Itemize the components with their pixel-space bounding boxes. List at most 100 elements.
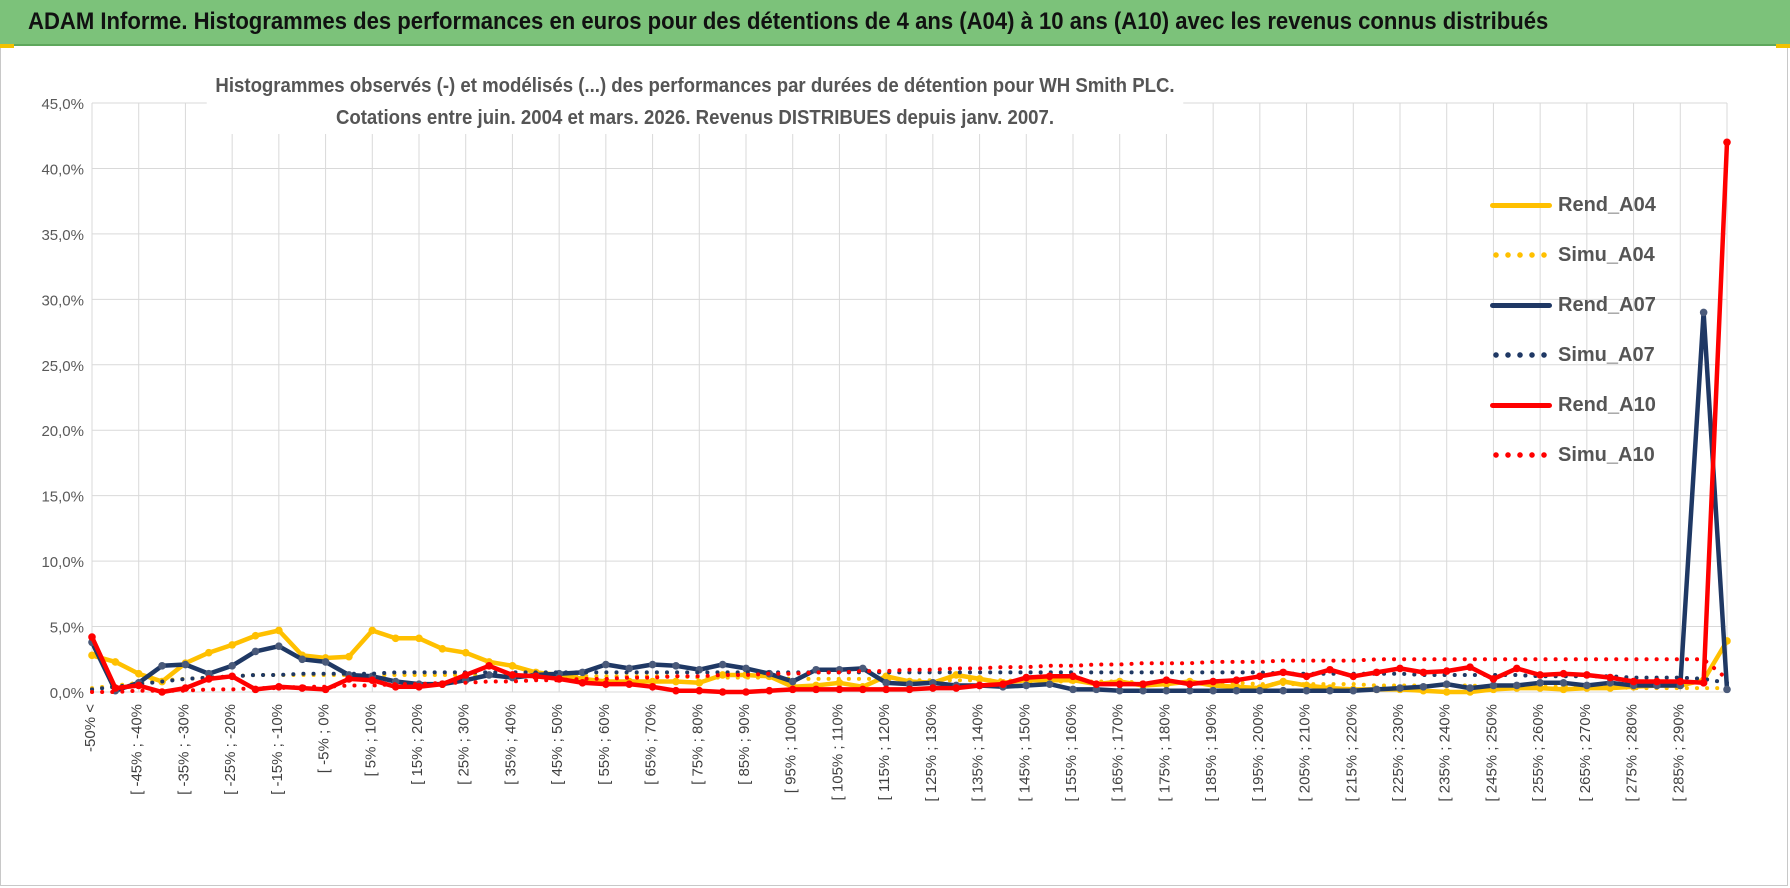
data-point bbox=[625, 680, 634, 688]
data-point bbox=[368, 676, 377, 685]
data-point bbox=[1442, 688, 1451, 696]
legend-item: Simu_A07 bbox=[1490, 330, 1656, 380]
series-line-simu-a10 bbox=[90, 657, 1729, 694]
data-point bbox=[88, 651, 96, 660]
data-point bbox=[1512, 681, 1521, 690]
data-point bbox=[695, 686, 704, 695]
data-point bbox=[812, 685, 820, 694]
data-point bbox=[1512, 664, 1521, 673]
x-tick-label: [ -45% ; -40% bbox=[129, 704, 146, 795]
x-tick-label: [ 275% ; 280% bbox=[1624, 704, 1641, 802]
data-point bbox=[1583, 671, 1591, 679]
data-point bbox=[531, 672, 540, 681]
legend-label: Rend_A10 bbox=[1558, 393, 1656, 416]
data-point bbox=[1442, 680, 1451, 688]
y-tick-label: 45,0% bbox=[41, 96, 84, 113]
x-tick-label: [ 5% ; 10% bbox=[362, 704, 379, 777]
data-point bbox=[1536, 679, 1544, 687]
data-point bbox=[485, 671, 493, 679]
data-point bbox=[1045, 672, 1054, 681]
data-point bbox=[275, 626, 283, 635]
chart-title: Histogrammes observés (-) et modélisés (… bbox=[215, 75, 1175, 97]
data-point bbox=[1559, 679, 1568, 687]
x-tick-label: [ 35% ; 40% bbox=[502, 704, 519, 785]
legend-item: Rend_A04 bbox=[1490, 180, 1656, 230]
x-tick-label: [ 105% ; 110% bbox=[829, 704, 846, 800]
x-tick-label: [ 45% ; 50% bbox=[549, 704, 566, 785]
legend-label: Rend_A07 bbox=[1558, 293, 1656, 316]
data-point bbox=[1536, 684, 1544, 692]
data-point bbox=[648, 682, 657, 691]
data-point bbox=[835, 679, 844, 687]
x-tick-label: [ 135% ; 140% bbox=[970, 704, 987, 802]
data-point bbox=[742, 664, 750, 673]
x-tick-label: [ 195% ; 200% bbox=[1250, 704, 1267, 802]
chart-subtitle: Cotations entre juin. 2004 et mars. 2026… bbox=[335, 107, 1055, 129]
x-tick-label: [ 225% ; 230% bbox=[1390, 704, 1407, 802]
data-point bbox=[228, 641, 236, 649]
data-point bbox=[1349, 686, 1358, 695]
data-point bbox=[1396, 684, 1404, 692]
data-point bbox=[368, 626, 377, 635]
data-point bbox=[1069, 685, 1077, 694]
x-tick-label: [ 65% ; 70% bbox=[643, 704, 660, 785]
data-point bbox=[158, 662, 166, 670]
data-point bbox=[858, 685, 867, 694]
data-point bbox=[1466, 663, 1474, 671]
data-point bbox=[251, 631, 260, 640]
data-point bbox=[1653, 677, 1661, 686]
data-point bbox=[1466, 684, 1474, 692]
x-tick-label: [ 245% ; 250% bbox=[1483, 704, 1500, 802]
x-tick-label: [ 115% ; 120% bbox=[876, 704, 893, 800]
data-point bbox=[578, 679, 587, 687]
data-point bbox=[1279, 686, 1288, 695]
x-tick-label: [ -35% ; -30% bbox=[175, 704, 192, 795]
x-tick-label: [ 15% ; 20% bbox=[409, 704, 426, 785]
data-point bbox=[672, 686, 680, 695]
data-point bbox=[275, 682, 283, 691]
legend-swatch-rend-a04 bbox=[1490, 202, 1552, 208]
data-point bbox=[461, 648, 470, 657]
data-point bbox=[438, 645, 447, 653]
legend-label: Simu_A04 bbox=[1558, 243, 1655, 266]
data-point bbox=[1232, 686, 1241, 695]
data-point bbox=[321, 658, 330, 666]
data-point bbox=[672, 662, 680, 670]
series-line-simu-a07 bbox=[90, 670, 1729, 692]
corner-mark-right bbox=[1776, 44, 1790, 48]
data-point bbox=[134, 669, 143, 678]
report-title: ADAM Informe. Histogrammes des performan… bbox=[28, 8, 1549, 35]
data-point bbox=[1606, 673, 1615, 682]
corner-mark-left bbox=[0, 44, 14, 48]
data-point bbox=[251, 647, 260, 656]
data-point bbox=[1022, 673, 1031, 682]
data-point bbox=[1699, 679, 1708, 687]
data-point bbox=[999, 680, 1007, 688]
x-tick-label: [ 155% ; 160% bbox=[1063, 704, 1080, 802]
x-tick-label: [ 205% ; 210% bbox=[1297, 704, 1314, 802]
data-point bbox=[1209, 686, 1217, 695]
x-tick-label: [ 265% ; 270% bbox=[1577, 704, 1594, 802]
data-point bbox=[415, 682, 423, 691]
data-point bbox=[625, 664, 634, 673]
x-tick-label: [ 145% ; 150% bbox=[1016, 704, 1033, 802]
data-point bbox=[648, 677, 657, 686]
data-point bbox=[275, 642, 283, 650]
data-point bbox=[695, 679, 704, 687]
data-point bbox=[228, 672, 236, 681]
data-point bbox=[1022, 681, 1031, 690]
data-point bbox=[1419, 668, 1428, 677]
data-point bbox=[1115, 686, 1124, 695]
data-point bbox=[508, 662, 517, 670]
data-point bbox=[1419, 682, 1428, 691]
data-point bbox=[1045, 680, 1054, 688]
data-point bbox=[1162, 676, 1171, 685]
data-point bbox=[672, 677, 680, 686]
y-tick-label: 30,0% bbox=[41, 292, 84, 309]
x-tick-label: [ 125% ; 130% bbox=[923, 704, 940, 802]
data-point bbox=[765, 686, 774, 695]
data-point bbox=[882, 685, 890, 694]
data-point bbox=[1326, 686, 1334, 695]
data-point bbox=[1232, 676, 1241, 685]
y-tick-label: 40,0% bbox=[41, 161, 84, 178]
